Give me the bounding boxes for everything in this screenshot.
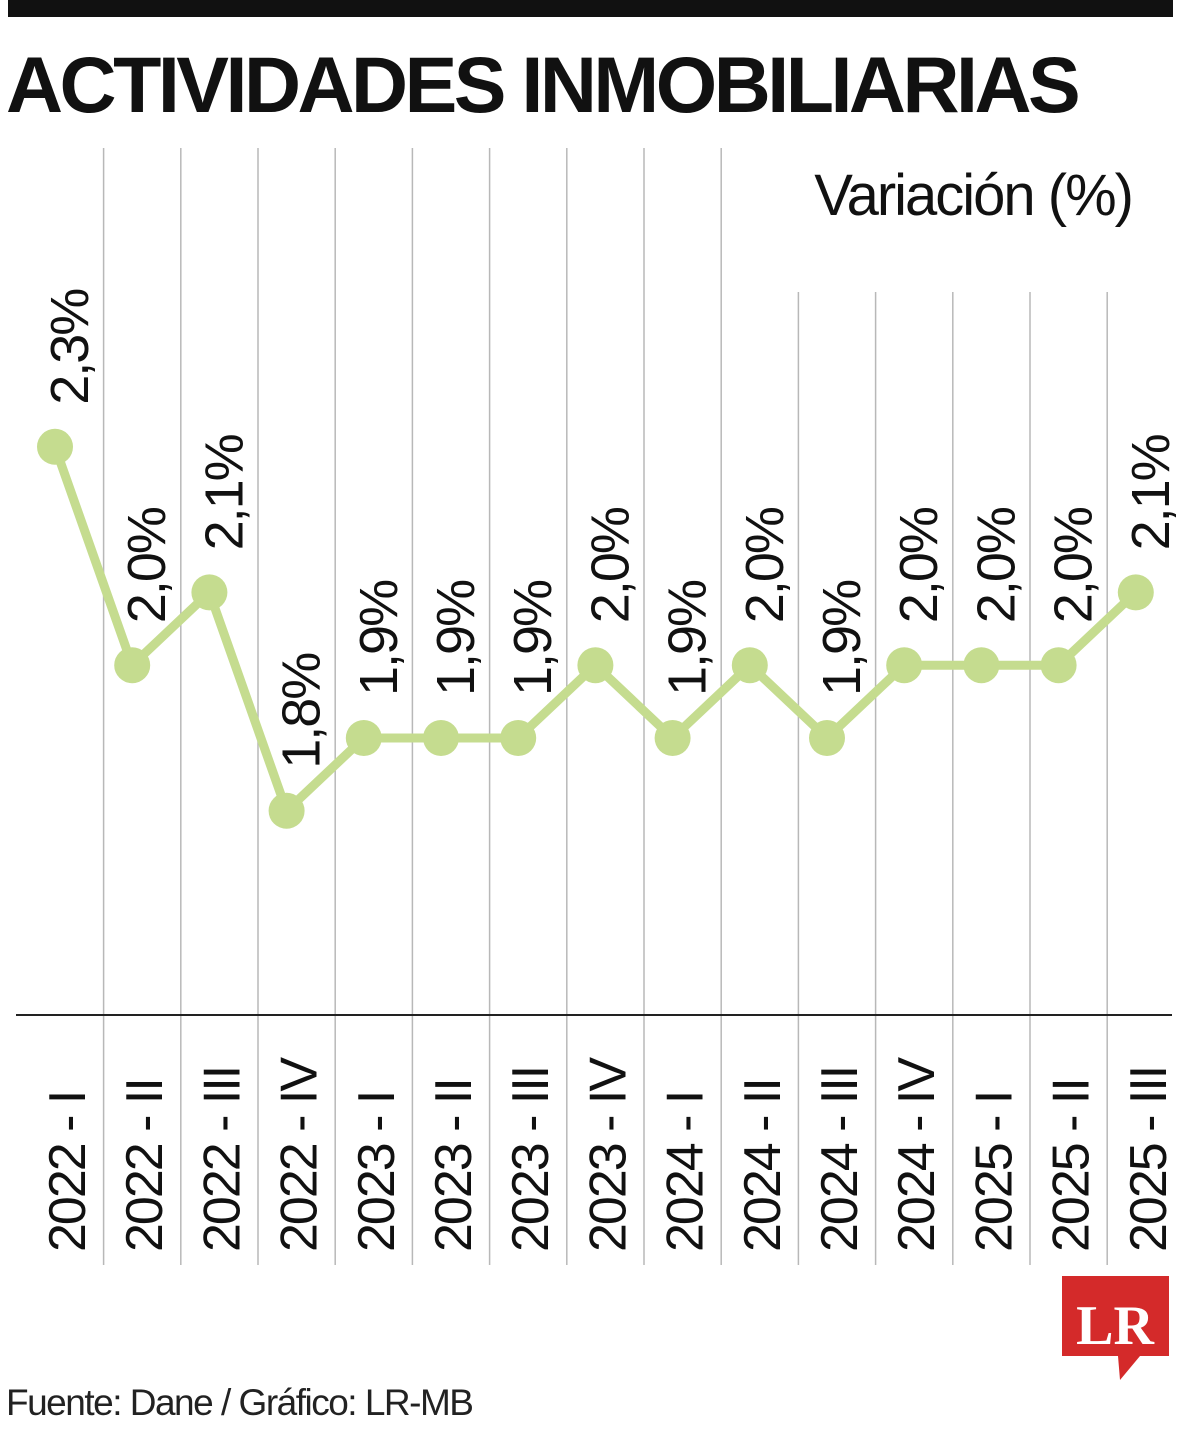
data-label-1: 2,3%	[40, 289, 100, 405]
data-label-2: 2,0%	[117, 507, 177, 623]
line-chart: Variación (%) 2,3% 2,0% 2,1% 1,8% 1,9% 1,9% 1,…	[16, 148, 1181, 1265]
data-label-12: 2,0%	[889, 507, 949, 623]
data-label-6: 1,9%	[426, 580, 486, 696]
x-tick-label-4: 2022 - IV	[271, 1057, 329, 1252]
x-tick-label-14: 2025 - II	[1043, 1079, 1101, 1252]
data-label-10: 2,0%	[735, 507, 795, 623]
data-point-12	[886, 647, 923, 684]
x-tick-label-6: 2023 - II	[425, 1079, 483, 1252]
lr-logo-badge	[1062, 1276, 1169, 1380]
x-tick-label-5: 2023 - I	[348, 1092, 406, 1252]
data-point-14	[1040, 647, 1077, 684]
x-tick-label-15: 2025 - III	[1120, 1067, 1178, 1252]
data-point-10	[731, 647, 768, 684]
data-point-5	[345, 720, 382, 756]
data-label-3: 2,1%	[194, 434, 254, 550]
axis-label-variacion: Variación (%)	[814, 163, 1132, 228]
data-label-11: 1,9%	[812, 580, 872, 696]
data-point-13	[963, 647, 1000, 684]
chart-title: ACTIVIDADES INMOBILIARIAS	[6, 40, 1081, 129]
data-point-2	[114, 647, 151, 684]
x-tick-label-10: 2024 - II	[734, 1079, 792, 1252]
data-labels: 2,3% 2,0% 2,1% 1,8% 1,9% 1,9% 1,9% 2,0% 1,9% 2,0%…	[40, 289, 1181, 769]
top-rule	[8, 0, 1173, 17]
data-point-11	[809, 720, 845, 756]
data-label-7: 1,9%	[503, 580, 563, 696]
data-point-3	[191, 574, 228, 611]
data-point-8	[577, 647, 614, 684]
x-tick-label-13: 2025 - I	[965, 1092, 1023, 1252]
x-tick-labels: 2022 - I 2022 - II 2022 - III 2022 - IV 2023…	[39, 1057, 1178, 1252]
data-point-15	[1117, 574, 1154, 611]
x-tick-label-7: 2023 - III	[502, 1067, 560, 1252]
data-point-1	[37, 428, 73, 465]
data-point-6	[423, 720, 459, 756]
x-tick-label-8: 2023 - IV	[579, 1057, 637, 1252]
lr-logo: LR	[1062, 1276, 1169, 1380]
x-tick-label-12: 2024 - IV	[888, 1057, 946, 1252]
lr-logo-text: LR	[1076, 1295, 1154, 1357]
data-label-8: 2,0%	[580, 507, 640, 623]
x-tick-label-2: 2022 - II	[116, 1079, 174, 1252]
data-point-9	[654, 720, 691, 756]
data-label-9: 1,9%	[658, 580, 718, 696]
x-tick-label-1: 2022 - I	[39, 1092, 97, 1252]
source-note: Fuente: Dane / Gráfico: LR-MB	[6, 1382, 474, 1423]
data-label-13: 2,0%	[966, 507, 1026, 623]
data-label-15: 2,1%	[1121, 434, 1181, 550]
data-markers	[37, 428, 1154, 829]
grid-lines	[102, 148, 1108, 1265]
data-point-4	[268, 792, 305, 829]
data-label-5: 1,9%	[349, 580, 409, 696]
x-tick-label-11: 2024 - III	[811, 1067, 869, 1252]
x-tick-label-9: 2024 - I	[657, 1092, 715, 1252]
data-point-7	[500, 720, 537, 756]
data-label-14: 2,0%	[1044, 507, 1104, 623]
x-tick-label-3: 2022 - III	[193, 1067, 251, 1252]
data-label-4: 1,8%	[272, 653, 332, 769]
